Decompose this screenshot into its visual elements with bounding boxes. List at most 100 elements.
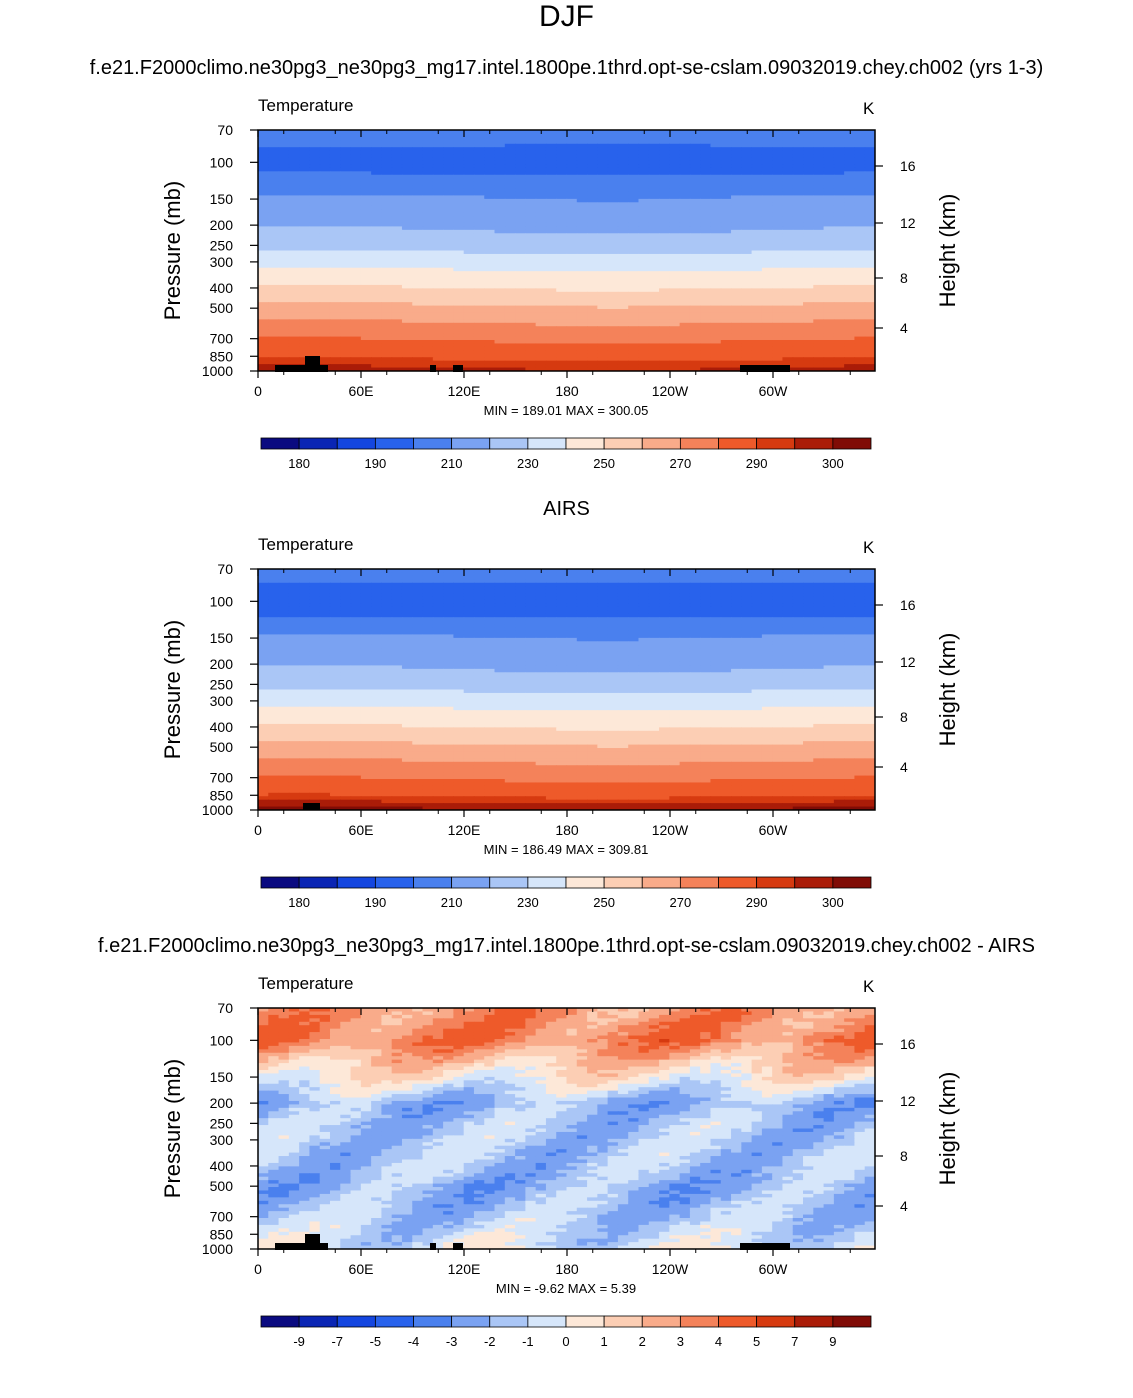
field-cell	[844, 182, 855, 186]
field-cell	[762, 247, 773, 251]
field-cell	[371, 323, 382, 327]
field-cell	[762, 597, 773, 601]
field-cell	[659, 164, 670, 168]
field-cell	[710, 347, 721, 351]
field-cell	[597, 271, 608, 275]
field-cell	[690, 137, 701, 141]
field-cell	[412, 164, 423, 168]
field-cell	[854, 343, 865, 347]
field-cell	[474, 268, 485, 272]
field-cell	[546, 319, 557, 323]
field-cell	[741, 189, 752, 193]
field-cell	[423, 357, 434, 361]
field-cell	[710, 326, 721, 330]
field-cell	[412, 597, 423, 601]
field-cell	[423, 189, 434, 193]
field-cell	[649, 133, 660, 137]
field-cell	[567, 147, 578, 151]
field-cell	[587, 140, 598, 144]
field-cell	[443, 251, 454, 255]
field-cell	[268, 164, 279, 168]
colorbar-box	[337, 438, 375, 449]
field-cell	[423, 593, 434, 597]
field-cell	[844, 133, 855, 137]
field-cell	[268, 319, 279, 323]
field-cell	[731, 309, 742, 313]
field-cell	[309, 185, 320, 189]
field-cell	[371, 175, 382, 179]
field-cell	[597, 185, 608, 189]
field-cell	[793, 189, 804, 193]
field-cell	[433, 361, 444, 365]
field-cell	[597, 281, 608, 285]
field-cell	[803, 340, 814, 344]
field-cell	[289, 333, 300, 337]
field-cell	[567, 237, 578, 241]
field-cell	[443, 189, 454, 193]
field-cell	[649, 182, 660, 186]
field-cell	[351, 195, 362, 199]
field-cell	[474, 209, 485, 213]
field-cell	[351, 185, 362, 189]
field-cell	[423, 271, 434, 275]
field-cell	[279, 164, 290, 168]
field-cell	[515, 140, 526, 144]
field-cell	[443, 168, 454, 172]
field-cell	[587, 168, 598, 172]
field-cell	[844, 340, 855, 344]
field-cell	[515, 572, 526, 576]
field-cell	[618, 254, 629, 258]
field-cell	[721, 220, 732, 224]
field-cell	[515, 347, 526, 351]
field-cell	[412, 326, 423, 330]
field-cell	[423, 333, 434, 337]
field-cell	[618, 140, 629, 144]
field-cell	[340, 330, 351, 334]
field-cell	[854, 240, 865, 244]
field-cell	[412, 312, 423, 316]
field-cell	[793, 319, 804, 323]
field-cell	[484, 583, 495, 587]
field-cell	[309, 340, 320, 344]
field-cell	[752, 251, 763, 255]
field-cell	[433, 323, 444, 327]
field-cell	[515, 586, 526, 590]
field-cell	[361, 140, 372, 144]
field-cell	[423, 133, 434, 137]
field-cell	[772, 316, 783, 320]
field-cell	[279, 312, 290, 316]
field-cell	[361, 590, 372, 594]
field-cell	[320, 593, 331, 597]
field-cell	[433, 340, 444, 344]
field-cell	[649, 295, 660, 299]
field-cell	[320, 583, 331, 587]
field-cell	[752, 583, 763, 587]
field-cell	[854, 323, 865, 327]
field-cell	[361, 178, 372, 182]
field-cell	[567, 202, 578, 206]
field-cell	[577, 237, 588, 241]
field-cell	[844, 230, 855, 234]
field-cell	[865, 226, 876, 230]
field-cell	[258, 230, 269, 234]
field-cell	[680, 147, 691, 151]
field-cell	[608, 213, 619, 217]
field-cell	[443, 199, 454, 203]
field-cell	[782, 247, 793, 251]
field-cell	[608, 257, 619, 261]
field-cell	[371, 182, 382, 186]
field-cell	[474, 323, 485, 327]
field-cell	[495, 257, 506, 261]
field-cell	[649, 281, 660, 285]
field-cell	[772, 281, 783, 285]
field-cell	[721, 600, 732, 604]
field-cell	[299, 161, 310, 165]
field-cell	[567, 593, 578, 597]
field-cell	[412, 195, 423, 199]
field-cell	[813, 347, 824, 351]
field-cell	[453, 340, 464, 344]
field-cell	[423, 202, 434, 206]
field-cell	[813, 306, 824, 310]
field-cell	[690, 192, 701, 196]
field-cell	[721, 178, 732, 182]
